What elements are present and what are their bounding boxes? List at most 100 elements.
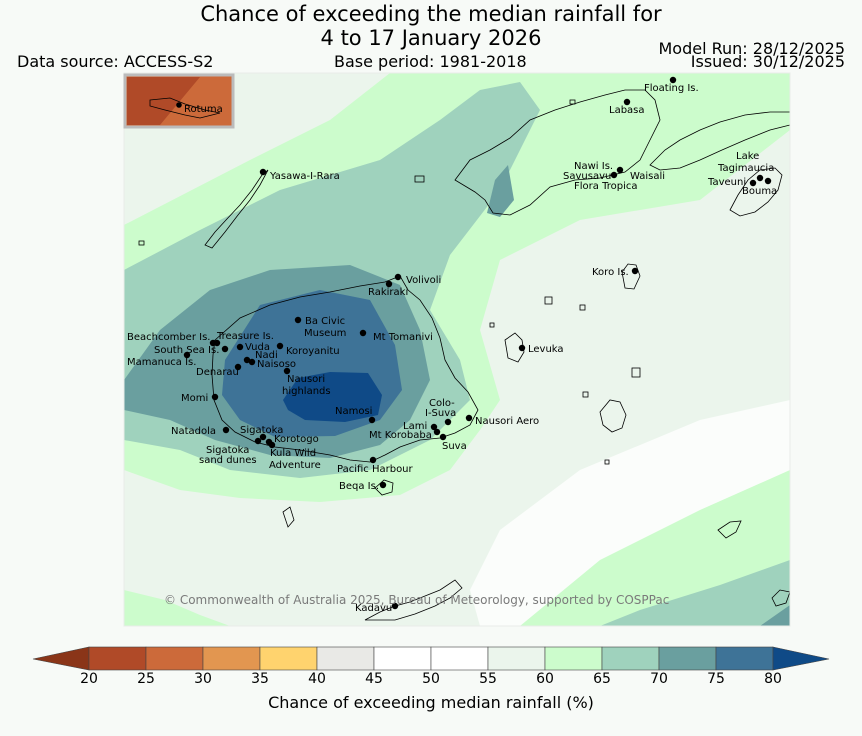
islet	[579, 304, 586, 311]
place-label: Korotogo	[274, 434, 319, 445]
place-label: Adventure	[269, 460, 321, 471]
place-dots	[183, 76, 772, 610]
dot-floating-is	[669, 76, 677, 84]
place-label: Savusavu	[563, 171, 611, 182]
colorbar-above-80	[772, 646, 830, 671]
title-line-1: Chance of exceeding the median rainfall …	[200, 2, 662, 26]
place-label: Nawi Is.	[574, 161, 613, 172]
colorbar-tick: 55	[479, 671, 497, 687]
rotuma-label: Rotuma	[184, 104, 223, 115]
place-label: I-Suva	[425, 408, 456, 419]
title-line-2: 4 to 17 January 2026	[320, 26, 542, 50]
place-label: Pacific Harbour	[337, 464, 414, 475]
map-frame	[123, 72, 791, 627]
islet	[582, 391, 589, 398]
place-label: Suva	[442, 441, 467, 452]
colorbar-60-65	[544, 646, 603, 671]
dot-volivoli	[394, 273, 402, 281]
place-label: Floating Is.	[644, 83, 699, 94]
place-label: Kula Wild	[270, 448, 316, 459]
dot-lake-tagimaucia	[756, 174, 764, 182]
colorbar-below-20	[32, 646, 90, 671]
place-label: Waisali	[630, 171, 665, 182]
place-label: Rakiraki	[368, 287, 408, 298]
dot-nausori-highlands	[283, 367, 291, 375]
place-label: Koro Is.	[592, 267, 629, 278]
place-label: Sigatoka	[240, 425, 283, 436]
band-70-75-se	[760, 605, 790, 626]
dot-natadola	[222, 426, 230, 434]
place-label: Nausori Aero	[475, 416, 539, 427]
place-label: Mt Korobaba	[369, 430, 432, 441]
east-islet-2	[771, 589, 790, 607]
dot-levuka	[518, 344, 526, 352]
colorbar-tick: 50	[422, 671, 440, 687]
dot-savusavu	[616, 166, 624, 174]
colorbar-tick: 45	[365, 671, 383, 687]
place-label: Mamanuca Is.	[127, 357, 196, 368]
place-label: Vuda	[245, 342, 270, 353]
dot-rakiraki	[385, 280, 393, 288]
vatulele-coast	[282, 506, 295, 528]
dot-labasa	[623, 98, 631, 106]
dot-lami	[430, 423, 438, 431]
colorbar-25-30	[145, 646, 204, 671]
colorbar-40-45	[316, 646, 375, 671]
place-label: Beachcomber Is.	[127, 332, 210, 343]
place-label: sand dunes	[199, 455, 257, 466]
place-label: Tagimaucia	[717, 163, 774, 174]
copyright-notice: © Commonwealth of Australia 2025, Bureau…	[164, 593, 669, 607]
place-label: Sigatoka	[206, 445, 249, 456]
place-label: Natadola	[171, 426, 216, 437]
vanua-levu-coast	[454, 89, 661, 216]
place-label: Labasa	[609, 105, 645, 116]
colorbar-35-40	[259, 646, 318, 671]
dot-bouma	[764, 177, 772, 185]
dot-namosi	[368, 416, 376, 424]
place-label: Denarau	[196, 367, 239, 378]
colorbar-50-55	[430, 646, 489, 671]
dot-flora-tropica	[610, 171, 618, 179]
place-label: Nausori	[287, 374, 325, 385]
colorbar-75-80	[715, 646, 774, 671]
colorbar-tick: 70	[650, 671, 668, 687]
ovalau-coast	[504, 332, 525, 363]
dot-colo-i-suva	[444, 418, 452, 426]
dot-kadavu	[391, 602, 399, 610]
beqa-coast	[374, 479, 394, 496]
place-label: South Sea Is.	[154, 345, 219, 356]
place-label: Museum	[304, 328, 346, 339]
dot-beqa	[379, 481, 387, 489]
islet	[604, 459, 610, 465]
dot-koroyanitu	[276, 342, 284, 350]
place-label: Naisoso	[257, 359, 296, 370]
dot-vuda	[236, 343, 244, 351]
place-label: Yasawa-I-Rara	[269, 171, 340, 182]
colorbar-tick: 25	[137, 671, 155, 687]
colorbar-tick: 35	[251, 671, 269, 687]
colorbar-tick: 40	[308, 671, 326, 687]
dot-mamanuca	[183, 351, 191, 359]
gau-coast	[599, 399, 627, 433]
colorbar-65-70	[601, 646, 660, 671]
place-label: Kadavu	[355, 603, 392, 614]
place-label: Levuka	[528, 344, 564, 355]
place-label: Flora Tropica	[574, 181, 637, 192]
place-label: Ba Civic	[305, 316, 345, 327]
islet	[544, 296, 553, 305]
dot-suva	[439, 433, 447, 441]
dot-south-sea	[221, 345, 229, 353]
islet	[569, 99, 576, 105]
colorbar-tick: 60	[536, 671, 554, 687]
data-source: Data source: ACCESS-S2	[17, 52, 214, 71]
issued-date: Issued: 30/12/2025	[690, 52, 845, 71]
colorbar	[32, 646, 830, 671]
place-label: Lake	[736, 151, 759, 162]
place-label: Koroyanitu	[286, 346, 340, 357]
place-label: Beqa Is.	[339, 481, 379, 492]
koro-coast	[621, 263, 641, 290]
taveuni-coast	[729, 167, 783, 217]
islet	[631, 367, 641, 378]
place-label: highlands	[282, 386, 331, 397]
